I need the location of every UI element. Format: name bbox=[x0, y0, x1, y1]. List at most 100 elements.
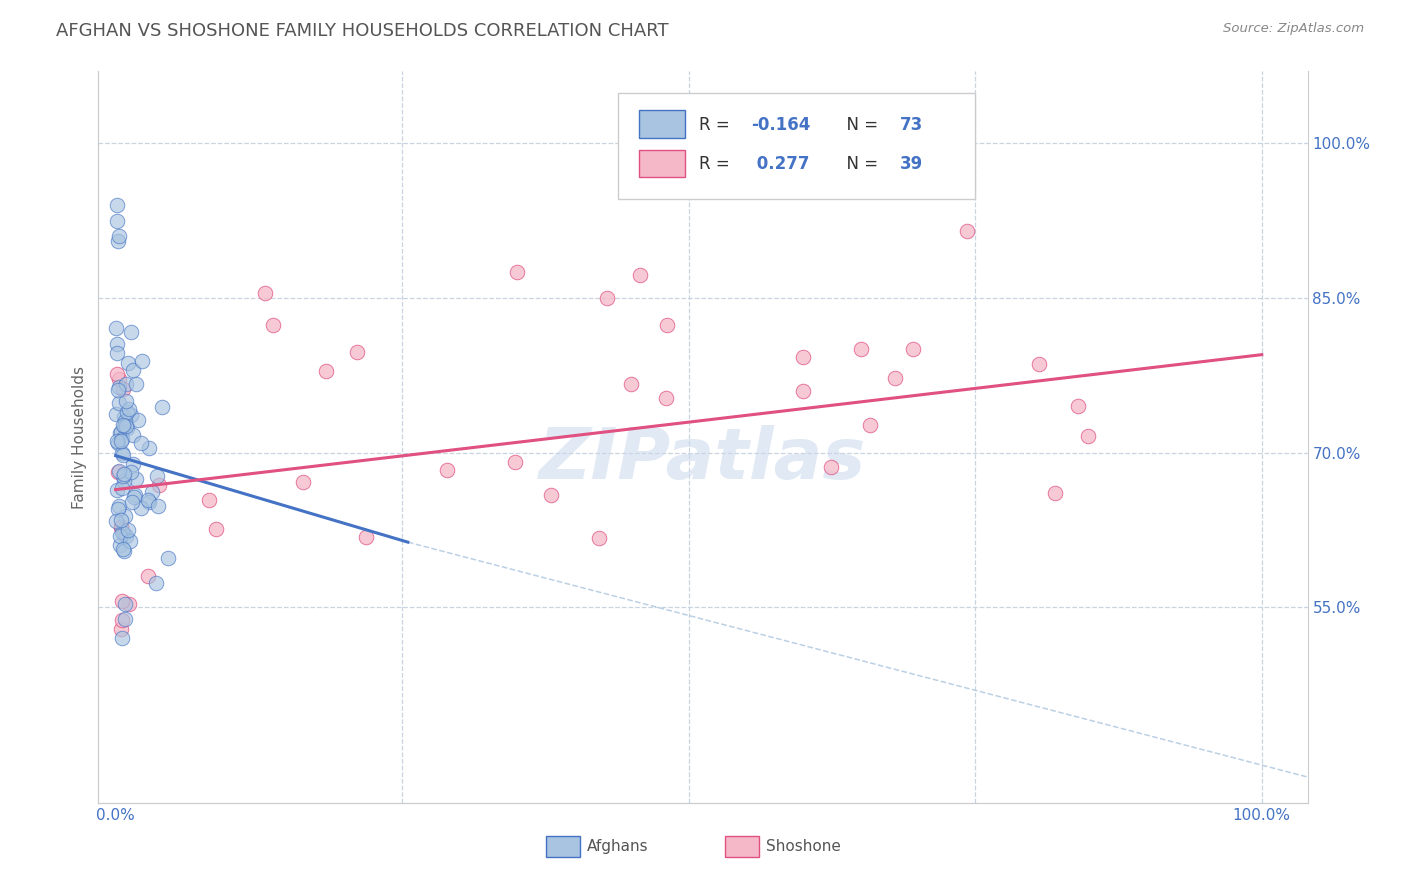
Text: 39: 39 bbox=[900, 155, 924, 173]
Point bbox=[1077, 428, 1099, 442]
Point bbox=[125, 377, 148, 392]
Point bbox=[107, 383, 129, 397]
Point bbox=[112, 475, 135, 489]
Text: R =: R = bbox=[699, 116, 735, 134]
Point bbox=[120, 534, 142, 549]
Point bbox=[111, 524, 134, 539]
Point bbox=[112, 468, 135, 483]
Point bbox=[141, 484, 163, 499]
Point bbox=[110, 425, 132, 439]
Point bbox=[204, 523, 226, 537]
Point bbox=[117, 597, 139, 611]
Point bbox=[104, 514, 127, 528]
Point bbox=[114, 419, 136, 434]
Point bbox=[792, 384, 814, 399]
Text: Afghans: Afghans bbox=[586, 839, 648, 855]
Point bbox=[540, 488, 562, 502]
Point bbox=[122, 428, 145, 442]
Point bbox=[346, 344, 368, 359]
Point bbox=[108, 499, 131, 513]
Point bbox=[121, 363, 143, 377]
Text: Source: ZipAtlas.com: Source: ZipAtlas.com bbox=[1223, 22, 1364, 36]
Point bbox=[150, 401, 173, 415]
Point bbox=[146, 468, 169, 483]
Text: 0.277: 0.277 bbox=[751, 155, 810, 173]
Point bbox=[849, 343, 872, 357]
Point bbox=[506, 265, 529, 279]
Point bbox=[315, 364, 337, 378]
Point bbox=[111, 418, 134, 433]
Point bbox=[901, 342, 924, 356]
Text: Shoshone: Shoshone bbox=[766, 839, 841, 855]
Text: 73: 73 bbox=[900, 116, 924, 134]
Point bbox=[108, 529, 131, 543]
Point bbox=[145, 576, 167, 591]
Point bbox=[121, 494, 143, 508]
Point bbox=[253, 285, 276, 300]
Point bbox=[354, 530, 377, 544]
Point bbox=[110, 513, 132, 527]
Bar bbox=[546, 837, 579, 857]
Point bbox=[117, 356, 139, 370]
Point bbox=[1028, 357, 1050, 371]
Point bbox=[111, 613, 134, 627]
Point bbox=[596, 291, 619, 305]
Point bbox=[111, 432, 134, 446]
Point bbox=[620, 376, 643, 391]
Point bbox=[114, 508, 136, 523]
Y-axis label: Family Households: Family Households bbox=[72, 366, 87, 508]
Point bbox=[628, 268, 651, 282]
Point bbox=[503, 455, 526, 469]
Point bbox=[884, 371, 907, 385]
Point bbox=[117, 405, 139, 419]
Point bbox=[110, 622, 132, 636]
Point bbox=[111, 449, 134, 463]
Point bbox=[138, 495, 160, 509]
Point bbox=[108, 229, 131, 244]
Point bbox=[262, 318, 284, 332]
Point bbox=[111, 446, 134, 460]
Bar bbox=[724, 837, 759, 857]
Point bbox=[655, 318, 678, 333]
Point bbox=[291, 475, 314, 490]
Point bbox=[112, 382, 135, 396]
Point bbox=[956, 224, 979, 238]
Text: AFGHAN VS SHOSHONE FAMILY HOUSEHOLDS CORRELATION CHART: AFGHAN VS SHOSHONE FAMILY HOUSEHOLDS COR… bbox=[56, 22, 669, 40]
Point bbox=[105, 483, 128, 498]
Point bbox=[107, 235, 129, 249]
Point bbox=[112, 410, 135, 425]
Point bbox=[655, 392, 678, 406]
Text: R =: R = bbox=[699, 155, 735, 173]
Point bbox=[115, 529, 138, 543]
Point bbox=[110, 520, 132, 534]
Point bbox=[131, 354, 153, 368]
Point bbox=[107, 465, 129, 479]
Text: ZIPatlas: ZIPatlas bbox=[540, 425, 866, 493]
Point bbox=[105, 321, 128, 335]
Point bbox=[112, 526, 135, 541]
Point bbox=[114, 597, 136, 611]
Point bbox=[112, 544, 135, 558]
Point bbox=[104, 407, 127, 421]
Point bbox=[129, 500, 152, 515]
Point bbox=[136, 492, 159, 507]
Point bbox=[148, 477, 170, 491]
Point bbox=[105, 346, 128, 360]
Point bbox=[127, 413, 149, 427]
Point bbox=[120, 466, 142, 480]
Text: -0.164: -0.164 bbox=[751, 116, 811, 134]
Point bbox=[157, 551, 180, 566]
Point bbox=[105, 367, 128, 381]
Point bbox=[148, 500, 170, 514]
Point bbox=[110, 482, 132, 496]
Point bbox=[115, 421, 138, 435]
Point bbox=[859, 417, 882, 432]
Point bbox=[120, 325, 142, 339]
Point bbox=[136, 569, 159, 583]
Point bbox=[110, 434, 132, 448]
Point bbox=[120, 408, 142, 422]
Text: N =: N = bbox=[837, 116, 883, 134]
Point bbox=[108, 372, 131, 386]
Point bbox=[138, 442, 160, 456]
Point bbox=[112, 467, 135, 481]
